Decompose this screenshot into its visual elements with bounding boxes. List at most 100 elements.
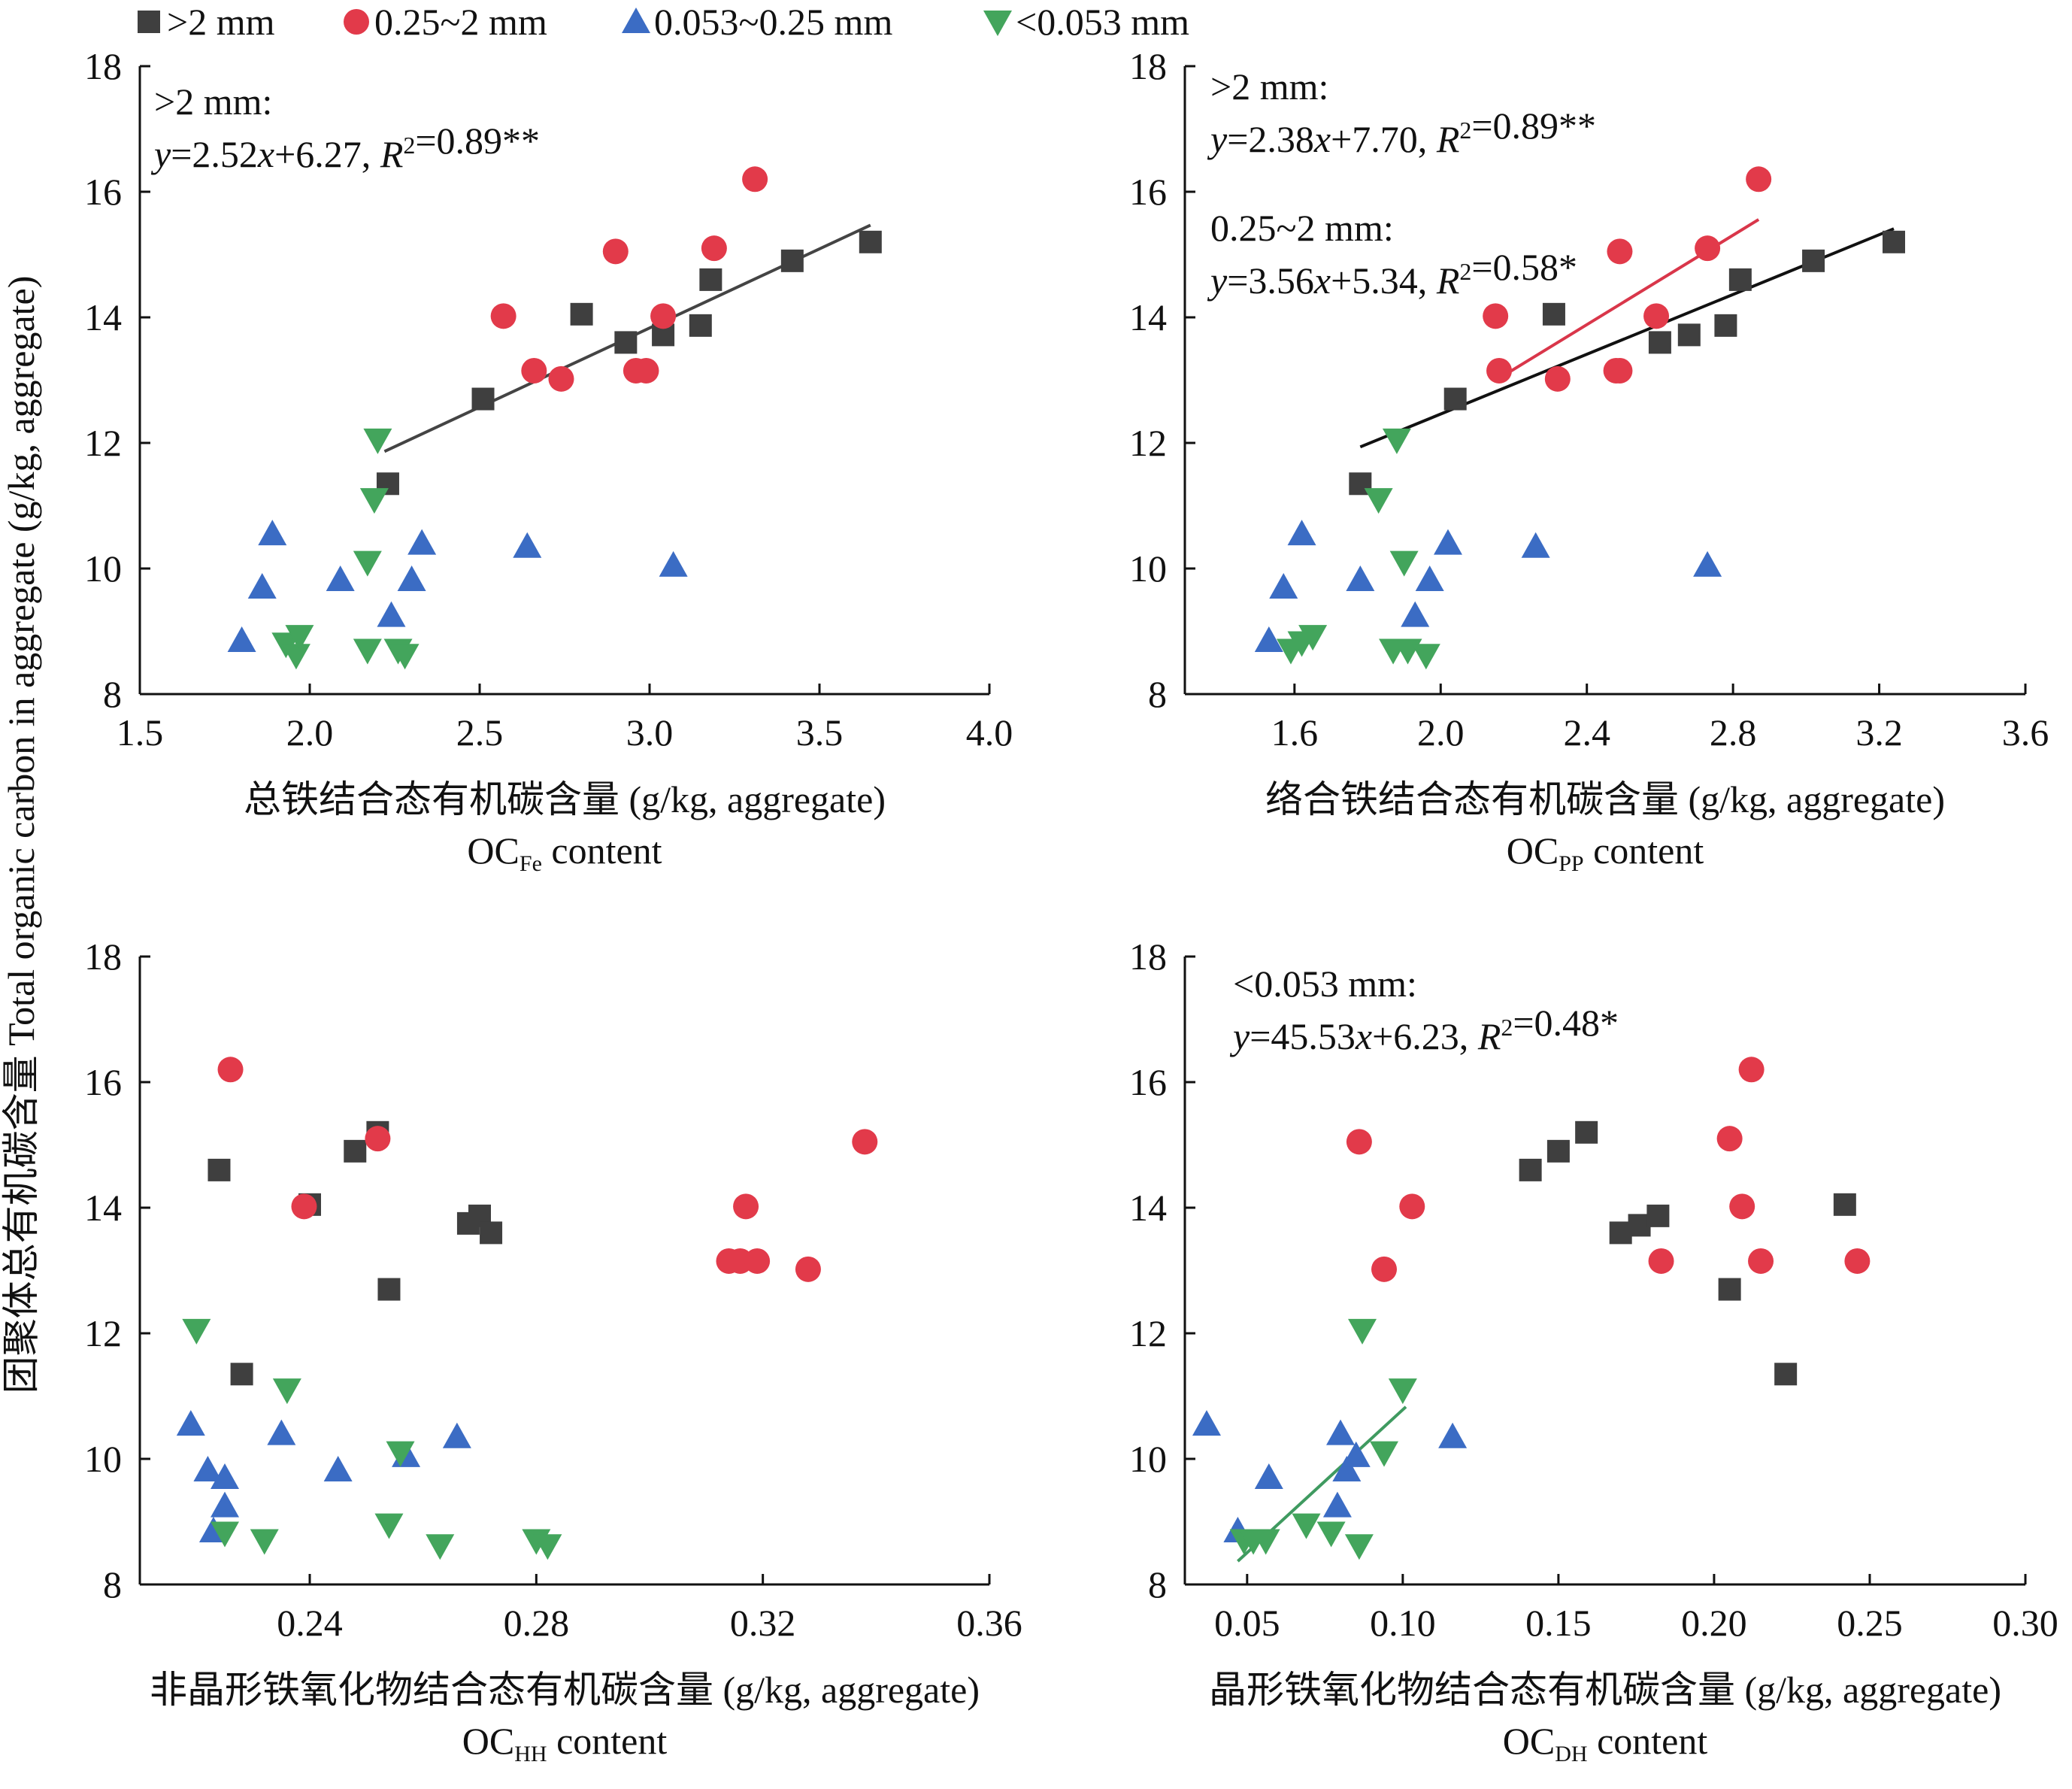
data-point bbox=[1443, 387, 1467, 411]
x-axis-label-en: OCDH content bbox=[1503, 1720, 1708, 1766]
data-point bbox=[1486, 357, 1513, 384]
y-tick-label: 10 bbox=[84, 547, 122, 590]
data-point bbox=[1607, 238, 1633, 265]
data-point bbox=[227, 626, 256, 653]
x-tick-label: 0.25 bbox=[1837, 1602, 1903, 1644]
panel-complexed-fe: 8 10 12 14 16 18 1.6 2.0 2.4 2.8 3.2 3.6 络合铁结合态有机碳含量… bbox=[1129, 45, 2049, 876]
data-point bbox=[281, 644, 310, 670]
data-point bbox=[365, 1126, 391, 1152]
data-point bbox=[1433, 529, 1462, 555]
data-point bbox=[211, 1521, 239, 1548]
data-point bbox=[1483, 303, 1509, 329]
data-point bbox=[1774, 1363, 1798, 1386]
data-point bbox=[689, 314, 712, 337]
data-point bbox=[1316, 1521, 1346, 1548]
data-point bbox=[1833, 1193, 1856, 1216]
data-point bbox=[795, 1256, 821, 1282]
data-point bbox=[326, 566, 355, 592]
data-point bbox=[1728, 268, 1752, 291]
legend-marker bbox=[344, 9, 369, 35]
data-point bbox=[1643, 303, 1670, 329]
data-point bbox=[1714, 314, 1737, 337]
data-point bbox=[1748, 1248, 1774, 1274]
data-point bbox=[359, 488, 389, 514]
x-axis-label-en: OCPP content bbox=[1507, 829, 1704, 876]
data-point bbox=[1519, 1158, 1542, 1181]
y-tick-label: 10 bbox=[1129, 547, 1167, 590]
data-point bbox=[513, 532, 542, 558]
data-point bbox=[650, 303, 677, 329]
data-point bbox=[1254, 626, 1283, 653]
data-point bbox=[1546, 1139, 1570, 1163]
data-point bbox=[1344, 1534, 1374, 1560]
y-tick-label: 8 bbox=[103, 1563, 122, 1606]
y-tick-label: 14 bbox=[1129, 1187, 1167, 1229]
data-point bbox=[193, 1456, 223, 1482]
data-point bbox=[1411, 644, 1440, 670]
x-tick-label: 0.30 bbox=[1992, 1602, 2058, 1644]
data-point bbox=[1521, 532, 1550, 558]
data-point bbox=[1341, 1441, 1371, 1467]
data-point bbox=[353, 550, 382, 577]
data-point bbox=[267, 1419, 296, 1445]
y-tick-label: 16 bbox=[1129, 171, 1167, 213]
y-tick-label: 18 bbox=[1129, 45, 1167, 87]
data-point bbox=[211, 1463, 239, 1490]
y-tick-label: 16 bbox=[84, 171, 122, 213]
data-point bbox=[744, 1248, 771, 1274]
data-point bbox=[1364, 488, 1393, 514]
data-point bbox=[1332, 1456, 1362, 1482]
x-axis-label-cn: 非晶形铁氧化物结合态有机碳含量 (g/kg, aggregate) bbox=[150, 1669, 980, 1711]
x-tick-label: 1.5 bbox=[117, 711, 164, 754]
data-point bbox=[397, 566, 426, 592]
data-point bbox=[1883, 230, 1906, 253]
data-point bbox=[548, 365, 574, 392]
data-point bbox=[1269, 573, 1298, 599]
x-tick-label: 3.2 bbox=[1855, 711, 1903, 754]
data-point bbox=[1326, 1419, 1356, 1445]
data-point bbox=[614, 331, 638, 354]
x-axis-label-en: OCHH content bbox=[462, 1720, 668, 1766]
data-point bbox=[733, 1193, 759, 1220]
data-point bbox=[250, 1529, 279, 1555]
data-point bbox=[1287, 520, 1316, 546]
y-tick-label: 16 bbox=[1129, 1061, 1167, 1103]
data-point bbox=[1292, 1513, 1321, 1539]
legend-label: 0.25~2 mm bbox=[374, 1, 547, 43]
data-point bbox=[1716, 1126, 1743, 1152]
data-point bbox=[1607, 357, 1633, 384]
x-tick-label: 3.6 bbox=[2002, 711, 2049, 754]
legend-marker bbox=[983, 11, 1012, 36]
data-point bbox=[1648, 1248, 1674, 1274]
x-tick-label: 0.28 bbox=[504, 1602, 570, 1644]
y-tick-label: 18 bbox=[84, 45, 122, 87]
data-point bbox=[1251, 1529, 1280, 1555]
data-point bbox=[1388, 1378, 1417, 1405]
data-point bbox=[1738, 1057, 1765, 1083]
y-tick-label: 16 bbox=[84, 1061, 122, 1103]
data-point bbox=[208, 1158, 231, 1181]
x-tick-label: 0.05 bbox=[1214, 1602, 1280, 1644]
data-point bbox=[1389, 550, 1419, 577]
x-axis-label-cn: 晶形铁氧化物结合态有机碳含量 (g/kg, aggregate) bbox=[1209, 1669, 2001, 1711]
y-tick-label: 12 bbox=[84, 422, 122, 464]
data-point bbox=[633, 357, 659, 384]
panel-total-fe: 8 10 12 14 16 18 1.5 2.0 2.5 3.0 3.5 4.0 总铁结合态有机碳含量 … bbox=[84, 45, 1013, 876]
data-point bbox=[176, 1410, 205, 1436]
data-point bbox=[344, 1139, 367, 1163]
legend-label: 0.053~0.25 mm bbox=[654, 1, 892, 43]
data-point bbox=[390, 644, 420, 670]
data-point bbox=[182, 1318, 211, 1345]
y-tick-label: 14 bbox=[1129, 296, 1167, 338]
data-point bbox=[1802, 249, 1825, 272]
data-point bbox=[1693, 550, 1722, 577]
data-point bbox=[1192, 1410, 1221, 1436]
y-tick-label: 14 bbox=[84, 1187, 122, 1229]
data-point bbox=[1346, 1129, 1372, 1155]
panel-amorphous-fe: 8 10 12 14 16 18 0.24 0.28 0.32 0.36 非晶形铁氧化物结合态有机碳… bbox=[84, 935, 1022, 1766]
y-tick-label: 10 bbox=[84, 1438, 122, 1480]
data-point bbox=[1371, 1256, 1398, 1282]
data-point bbox=[407, 529, 437, 555]
data-point bbox=[742, 166, 768, 193]
